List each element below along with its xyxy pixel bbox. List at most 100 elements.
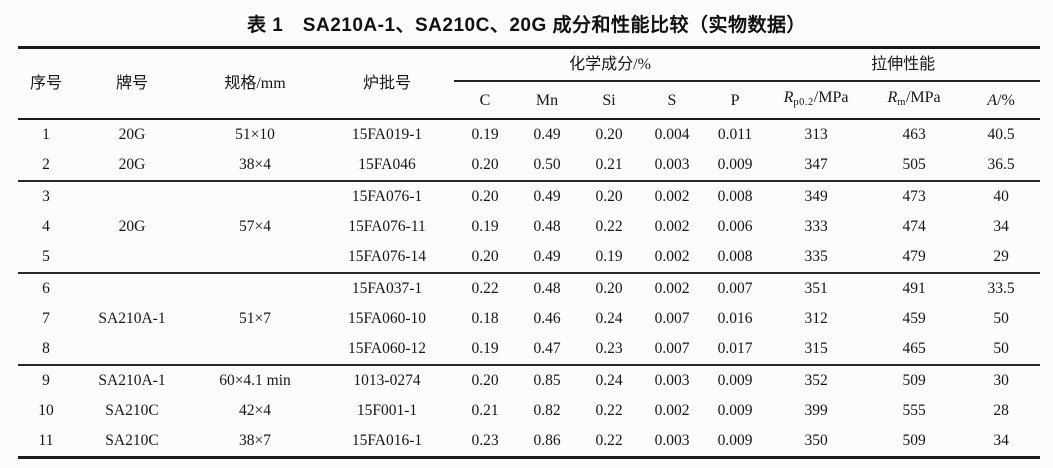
cell-p: 0.016: [717, 310, 753, 327]
cell-si: 0.22: [595, 218, 623, 235]
cell-no: 3: [42, 188, 50, 205]
cell-heat: 15FA046: [320, 150, 454, 182]
cell-s: 0.002: [654, 188, 690, 205]
cell-rp: 312: [804, 310, 828, 327]
table-row: 6 SA210A-1 51×7 15FA037-1 0.22 0.48 0.20…: [18, 273, 1040, 366]
cell-c: 0.20: [454, 150, 516, 182]
cell-heat: 15FA016-1: [351, 432, 423, 449]
cell-c: 0.18: [471, 310, 499, 327]
cell-mn: 0.49: [533, 126, 561, 143]
cell-p: 0.009: [704, 150, 767, 182]
cell-grade: 20G: [74, 150, 190, 182]
cell-rp: 335: [766, 242, 867, 274]
a-symbol: A: [987, 91, 998, 109]
table-row: 9 SA210A-1 60×4.1 min 1013-0274 0.20 0.8…: [18, 365, 1040, 396]
cell-rm: 463: [902, 126, 926, 143]
col-header-rm: Rm/MPa: [866, 81, 963, 120]
cell-rm: 479: [866, 242, 963, 274]
rp02-symbol: R: [783, 89, 794, 106]
cell-rm: 465: [866, 334, 963, 366]
cell-spec: 60×4.1 min: [219, 372, 291, 389]
cell-rm: 474: [902, 218, 926, 235]
a-unit: /%: [997, 91, 1015, 109]
cell-si: 0.20: [595, 280, 623, 297]
cell-p: 0.009: [717, 402, 753, 419]
col-header-rp02: Rp0.2/MPa: [766, 81, 867, 120]
cell-rm: 505: [866, 150, 963, 182]
cell-c: 0.23: [471, 432, 499, 449]
cell-s: 0.002: [654, 402, 690, 419]
cell-spec: 38×4: [190, 150, 320, 182]
rp02-unit: /MPa: [813, 89, 849, 106]
cell-no: 10: [38, 402, 54, 419]
cell-a: 29: [962, 242, 1041, 274]
cell-heat: 15FA060-12: [320, 334, 454, 366]
rm-symbol: R: [887, 89, 898, 106]
cell-s: 0.002: [654, 218, 690, 235]
rp02-subscript: p0.2: [793, 97, 814, 108]
rm-subscript: m: [897, 97, 906, 108]
cell-grade: SA210C: [105, 432, 159, 449]
cell-a: 40.5: [987, 126, 1015, 143]
table-body: 1 20G 51×10 15FA019-1 0.19 0.49 0.20 0.0…: [18, 119, 1041, 458]
table-row: 5 15FA076-14 0.20 0.49 0.19 0.002 0.008 …: [18, 242, 1041, 274]
cell-heat: 15F001-1: [356, 402, 418, 419]
cell-heat: 15FA076-1: [351, 188, 423, 205]
cell-p: 0.011: [717, 126, 753, 143]
cell-a: 33.5: [987, 280, 1015, 297]
cell-a: 34: [993, 218, 1009, 235]
cell-no: 4: [42, 218, 50, 235]
cell-spec: 42×4: [239, 402, 271, 419]
table-row: 7 15FA060-10 0.18 0.46 0.24 0.007 0.016 …: [18, 304, 1040, 334]
cell-c: 0.20: [471, 372, 499, 389]
cell-c: 0.19: [471, 218, 499, 235]
cell-p: 0.008: [704, 242, 767, 274]
cell-rm: 509: [902, 372, 926, 389]
cell-c: 0.21: [471, 402, 499, 419]
cell-mn: 0.47: [516, 334, 578, 366]
cell-spec: 38×7: [239, 432, 271, 449]
cell-spec: 51×10: [235, 126, 275, 143]
table-header: 序号 牌号 规格/mm 炉批号 化学成分/% 拉伸性能 C Mn Si S P …: [18, 47, 1041, 120]
table-title: 表 1 SA210A-1、SA210C、20G 成分和性能比较（实物数据）: [246, 15, 807, 36]
cell-s: 0.002: [640, 242, 704, 274]
cell-rp: 351: [804, 280, 828, 297]
cell-mn: 0.46: [533, 310, 561, 327]
cell-heat: 15FA060-10: [347, 310, 427, 327]
header-group-row: 序号 牌号 规格/mm 炉批号 化学成分/% 拉伸性能: [18, 47, 1041, 120]
cell-mn: 0.85: [533, 372, 561, 389]
cell-mn: 0.48: [533, 218, 561, 235]
cell-si: 0.21: [578, 150, 640, 182]
comparison-table: 序号 牌号 规格/mm 炉批号 化学成分/% 拉伸性能 C Mn Si S P …: [18, 46, 1041, 459]
cell-heat: 15FA019-1: [351, 126, 423, 143]
cell-s: 0.003: [640, 150, 704, 182]
cell-si: 0.23: [578, 334, 640, 366]
table-row: 11 SA210C 38×7 15FA016-1 0.23 0.86 0.22 …: [18, 426, 1040, 458]
cell-rm: 473: [902, 188, 926, 205]
cell-c: 0.20: [454, 242, 516, 274]
cell-heat: 1013-0274: [353, 372, 421, 389]
cell-a: 36.5: [962, 150, 1041, 182]
col-header-si: Si: [578, 81, 640, 120]
cell-grade: 20G: [118, 126, 146, 143]
cell-no: 9: [42, 372, 50, 389]
table-row: 8 15FA060-12 0.19 0.47 0.23 0.007 0.017 …: [18, 334, 1041, 366]
col-header-mn: Mn: [516, 81, 578, 120]
cell-mn: 0.49: [516, 242, 578, 274]
cell-a: 30: [993, 372, 1009, 389]
cell-c: 0.22: [471, 280, 499, 297]
cell-c: 0.20: [471, 188, 499, 205]
cell-si: 0.24: [595, 372, 623, 389]
cell-no: 11: [38, 432, 54, 449]
cell-spec-merged: 57×4: [190, 181, 320, 274]
col-header-no: 序号: [18, 47, 74, 120]
col-header-grade: 牌号: [74, 47, 190, 120]
header-sub-row: C Mn Si S P Rp0.2/MPa Rm/MPa A/%: [18, 81, 1041, 120]
cell-a: 40: [993, 188, 1009, 205]
cell-si: 0.19: [578, 242, 640, 274]
col-header-spec: 规格/mm: [190, 47, 320, 120]
col-header-heat: 炉批号: [320, 47, 454, 120]
cell-p: 0.017: [704, 334, 767, 366]
cell-no: 2: [18, 150, 74, 182]
